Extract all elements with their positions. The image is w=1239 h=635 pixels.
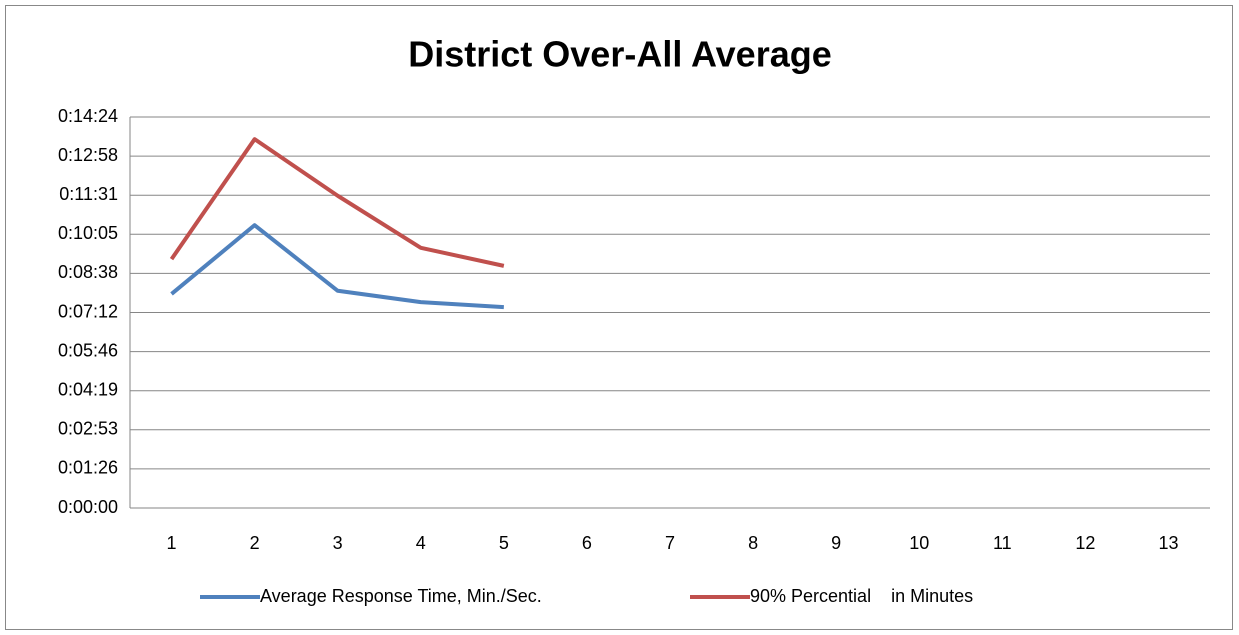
y-tick-label: 0:05:46 (58, 340, 118, 360)
x-tick-label: 4 (416, 533, 426, 553)
y-tick-label: 0:08:38 (58, 262, 118, 282)
y-tick-label: 0:04:19 (58, 379, 118, 399)
x-tick-label: 5 (499, 533, 509, 553)
y-tick-label: 0:02:53 (58, 419, 118, 439)
chart-border (5, 5, 1233, 630)
y-tick-label: 0:00:00 (58, 497, 118, 517)
y-tick-label: 0:12:58 (58, 145, 118, 165)
legend-label: Average Response Time, Min./Sec. (260, 586, 542, 606)
x-tick-label: 3 (333, 533, 343, 553)
chart-title: District Over-All Average (408, 34, 832, 75)
x-tick-label: 8 (748, 533, 758, 553)
x-tick-label: 1 (167, 533, 177, 553)
x-tick-label: 10 (909, 533, 929, 553)
y-tick-label: 0:11:31 (59, 184, 118, 204)
y-tick-label: 0:14:24 (58, 106, 118, 126)
x-tick-label: 12 (1075, 533, 1095, 553)
y-tick-label: 0:01:26 (58, 458, 118, 478)
x-tick-label: 11 (993, 533, 1012, 553)
series-line (170, 223, 504, 310)
legend-label: 90% Percential in Minutes (750, 586, 973, 606)
x-tick-label: 6 (582, 533, 592, 553)
x-tick-label: 2 (250, 533, 260, 553)
x-tick-label: 7 (665, 533, 675, 553)
y-tick-label: 0:07:12 (58, 301, 118, 321)
x-tick-label: 9 (831, 533, 841, 553)
x-tick-label: 13 (1158, 533, 1178, 553)
y-tick-label: 0:10:05 (58, 223, 118, 243)
series-line (169, 137, 505, 268)
